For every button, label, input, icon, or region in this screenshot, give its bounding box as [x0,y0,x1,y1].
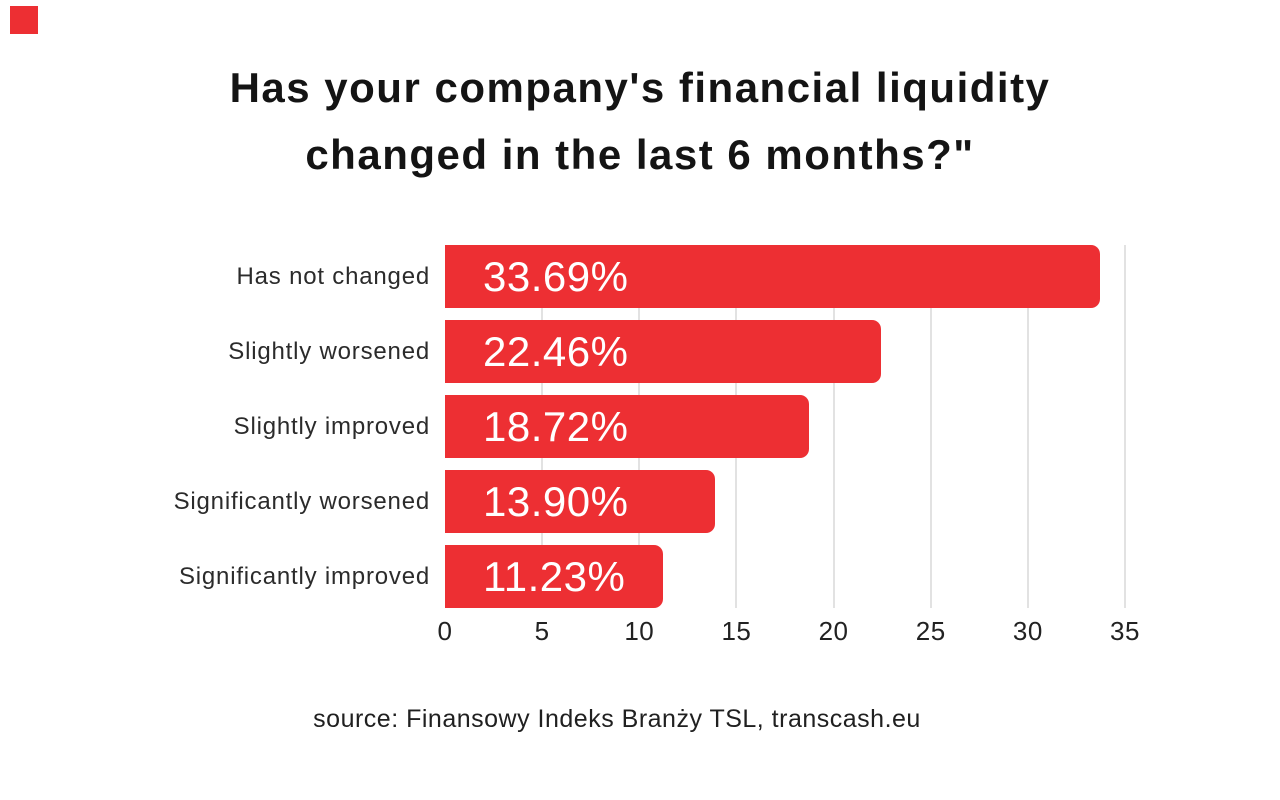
x-tick-30: 30 [1012,616,1043,646]
chart-title-line2: changed in the last 6 months?" [305,131,975,178]
x-tick-15: 15 [721,616,752,646]
category-axis: Has not changed Slightly worsened Slight… [0,245,430,620]
category-label-significantly-improved: Significantly improved [178,562,430,590]
gridline-20 [832,245,835,608]
bar-value-label: 11.23% [483,552,626,600]
chart-title: Has your company's financial liquidity ch… [0,54,1280,188]
bar-value-label: 22.46% [483,327,629,375]
category-label-has-not-changed: Has not changed [236,262,430,290]
bar-significantly-worsened: 13.90% [445,470,716,533]
gridline-30 [1026,245,1029,608]
gridline-25 [929,245,932,608]
x-axis: 0 5 10 15 20 25 30 35 [438,616,1140,646]
x-tick-20: 20 [818,616,849,646]
category-label-significantly-worsened: Significantly worsened [173,487,430,515]
x-tick-35: 35 [1110,616,1140,646]
source-caption: source: Finansowy Indeks Branży TSL, tra… [313,705,921,733]
category-label-slightly-improved: Slightly improved [233,412,430,440]
gridline-35 [1124,245,1126,608]
x-tick-0: 0 [437,616,453,646]
chart-title-line1: Has your company's financial liquidity [229,64,1051,111]
bar-value-label: 33.69% [483,252,629,300]
category-label-slightly-worsened: Slightly worsened [228,337,430,365]
bar-slightly-improved: 18.72% [445,395,809,458]
corner-accent-square [10,6,38,34]
bar-value-label: 13.90% [483,477,629,525]
x-tick-10: 10 [624,616,655,646]
x-tick-5: 5 [534,616,550,646]
plot-area: 33.69% 22.46% 18.72% 13.90% 11.23% 0 5 1… [438,245,1139,646]
bar-slightly-worsened: 22.46% [445,320,882,383]
bar-value-label: 18.72% [483,402,629,450]
bar-has-not-changed: 33.69% [445,245,1100,308]
x-tick-25: 25 [915,616,946,646]
bar-chart: Has not changed Slightly worsened Slight… [0,245,1139,646]
bar-significantly-improved: 11.23% [445,545,664,608]
